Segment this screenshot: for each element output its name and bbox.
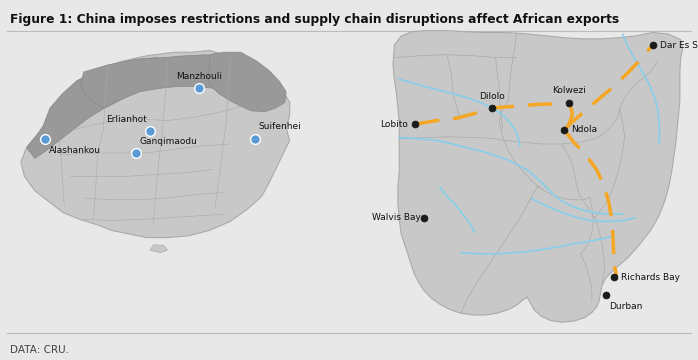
Text: Alashankou: Alashankou: [49, 146, 101, 155]
Text: Manzhouli: Manzhouli: [176, 72, 222, 81]
Text: DATA: CRU.: DATA: CRU.: [10, 345, 69, 355]
Text: Suifenhei: Suifenhei: [258, 122, 301, 131]
Text: Dar Es Salam: Dar Es Salam: [660, 40, 698, 49]
Polygon shape: [80, 55, 271, 108]
Text: Richards Bay: Richards Bay: [621, 273, 681, 282]
Text: Kolwezi: Kolwezi: [552, 86, 586, 95]
Text: Ndola: Ndola: [571, 125, 597, 134]
Text: Figure 1: China imposes restrictions and supply chain disruptions affect African: Figure 1: China imposes restrictions and…: [10, 13, 619, 26]
Polygon shape: [27, 58, 168, 158]
Text: Walvis Bay: Walvis Bay: [372, 213, 421, 222]
Text: Durban: Durban: [609, 302, 643, 311]
Polygon shape: [393, 31, 683, 322]
Polygon shape: [208, 52, 286, 112]
Polygon shape: [150, 245, 168, 253]
Text: Lobito: Lobito: [380, 120, 408, 129]
Text: Erlianhot: Erlianhot: [106, 115, 147, 124]
Text: Ganqimaodu: Ganqimaodu: [140, 137, 198, 146]
Text: Dilolo: Dilolo: [480, 92, 505, 101]
Polygon shape: [21, 50, 290, 238]
